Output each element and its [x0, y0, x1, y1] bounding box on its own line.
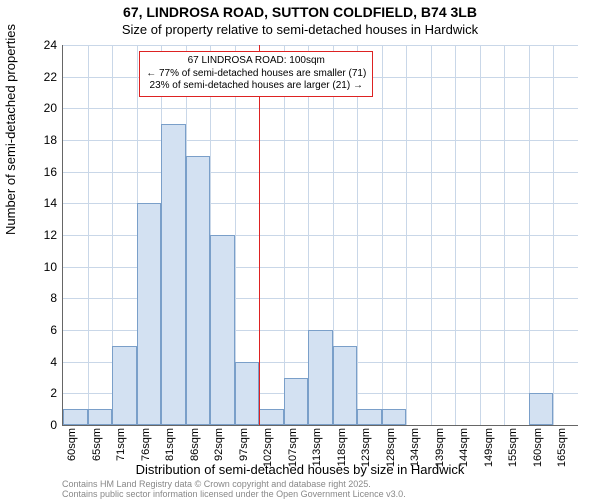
gridline-v — [382, 45, 383, 425]
histogram-bar — [161, 124, 186, 425]
marker-line — [259, 45, 260, 425]
footnote-line2: Contains public sector information licen… — [62, 490, 406, 500]
histogram-bar — [210, 235, 235, 425]
histogram-bar — [235, 362, 260, 425]
x-tick-label: 144sqm — [458, 428, 470, 478]
gridline-v — [480, 45, 481, 425]
y-tick-label: 20 — [27, 101, 57, 115]
x-tick-label: 76sqm — [140, 428, 152, 478]
chart-container: 67, LINDROSA ROAD, SUTTON COLDFIELD, B74… — [0, 0, 600, 500]
histogram-bar — [529, 393, 554, 425]
histogram-bar — [357, 409, 382, 425]
x-tick-label: 65sqm — [91, 428, 103, 478]
annotation-box: 67 LINDROSA ROAD: 100sqm← 77% of semi-de… — [139, 51, 373, 97]
x-tick-label: 155sqm — [507, 428, 519, 478]
gridline-v — [88, 45, 89, 425]
x-tick-label: 92sqm — [213, 428, 225, 478]
gridline-h — [63, 140, 578, 141]
y-tick-label: 16 — [27, 165, 57, 179]
gridline-v — [406, 45, 407, 425]
title-block: 67, LINDROSA ROAD, SUTTON COLDFIELD, B74… — [0, 4, 600, 37]
x-tick-label: 118sqm — [336, 428, 348, 478]
y-tick-label: 18 — [27, 133, 57, 147]
gridline-v — [431, 45, 432, 425]
x-tick-label: 60sqm — [66, 428, 78, 478]
y-tick-label: 24 — [27, 38, 57, 52]
y-tick-label: 8 — [27, 291, 57, 305]
gridline-v — [553, 45, 554, 425]
histogram-bar — [112, 346, 137, 425]
title-line2: Size of property relative to semi-detach… — [0, 22, 600, 37]
annotation-line2: ← 77% of semi-detached houses are smalle… — [146, 68, 366, 81]
x-tick-label: 134sqm — [409, 428, 421, 478]
x-tick-label: 71sqm — [115, 428, 127, 478]
gridline-v — [455, 45, 456, 425]
y-tick-label: 6 — [27, 323, 57, 337]
gridline-h — [63, 172, 578, 173]
x-tick-label: 160sqm — [532, 428, 544, 478]
histogram-bar — [284, 378, 309, 426]
x-tick-label: 128sqm — [385, 428, 397, 478]
y-axis-label: Number of semi-detached properties — [3, 24, 18, 235]
x-tick-label: 113sqm — [311, 428, 323, 478]
histogram-bar — [382, 409, 407, 425]
x-tick-label: 97sqm — [238, 428, 250, 478]
histogram-bar — [63, 409, 88, 425]
y-tick-label: 12 — [27, 228, 57, 242]
histogram-bar — [186, 156, 211, 425]
x-tick-label: 123sqm — [360, 428, 372, 478]
y-tick-label: 10 — [27, 260, 57, 274]
histogram-bar — [308, 330, 333, 425]
y-tick-label: 14 — [27, 196, 57, 210]
y-tick-label: 22 — [27, 70, 57, 84]
x-tick-label: 149sqm — [483, 428, 495, 478]
title-line1: 67, LINDROSA ROAD, SUTTON COLDFIELD, B74… — [0, 4, 600, 20]
x-tick-label: 107sqm — [287, 428, 299, 478]
y-tick-label: 4 — [27, 355, 57, 369]
histogram-bar — [259, 409, 284, 425]
plot-area: 67 LINDROSA ROAD: 100sqm← 77% of semi-de… — [62, 45, 578, 426]
histogram-bar — [333, 346, 358, 425]
histogram-bar — [88, 409, 113, 425]
gridline-v — [504, 45, 505, 425]
gridline-h — [63, 45, 578, 46]
x-tick-label: 165sqm — [556, 428, 568, 478]
y-tick-label: 2 — [27, 386, 57, 400]
gridline-v — [529, 45, 530, 425]
footnote: Contains HM Land Registry data © Crown c… — [62, 480, 406, 500]
x-tick-label: 86sqm — [189, 428, 201, 478]
annotation-line1: 67 LINDROSA ROAD: 100sqm — [146, 55, 366, 68]
gridline-v — [284, 45, 285, 425]
x-tick-label: 102sqm — [262, 428, 274, 478]
gridline-h — [63, 108, 578, 109]
gridline-v — [357, 45, 358, 425]
y-tick-label: 0 — [27, 418, 57, 432]
x-tick-label: 81sqm — [164, 428, 176, 478]
annotation-line3: 23% of semi-detached houses are larger (… — [146, 80, 366, 93]
x-tick-label: 139sqm — [434, 428, 446, 478]
histogram-bar — [137, 203, 162, 425]
